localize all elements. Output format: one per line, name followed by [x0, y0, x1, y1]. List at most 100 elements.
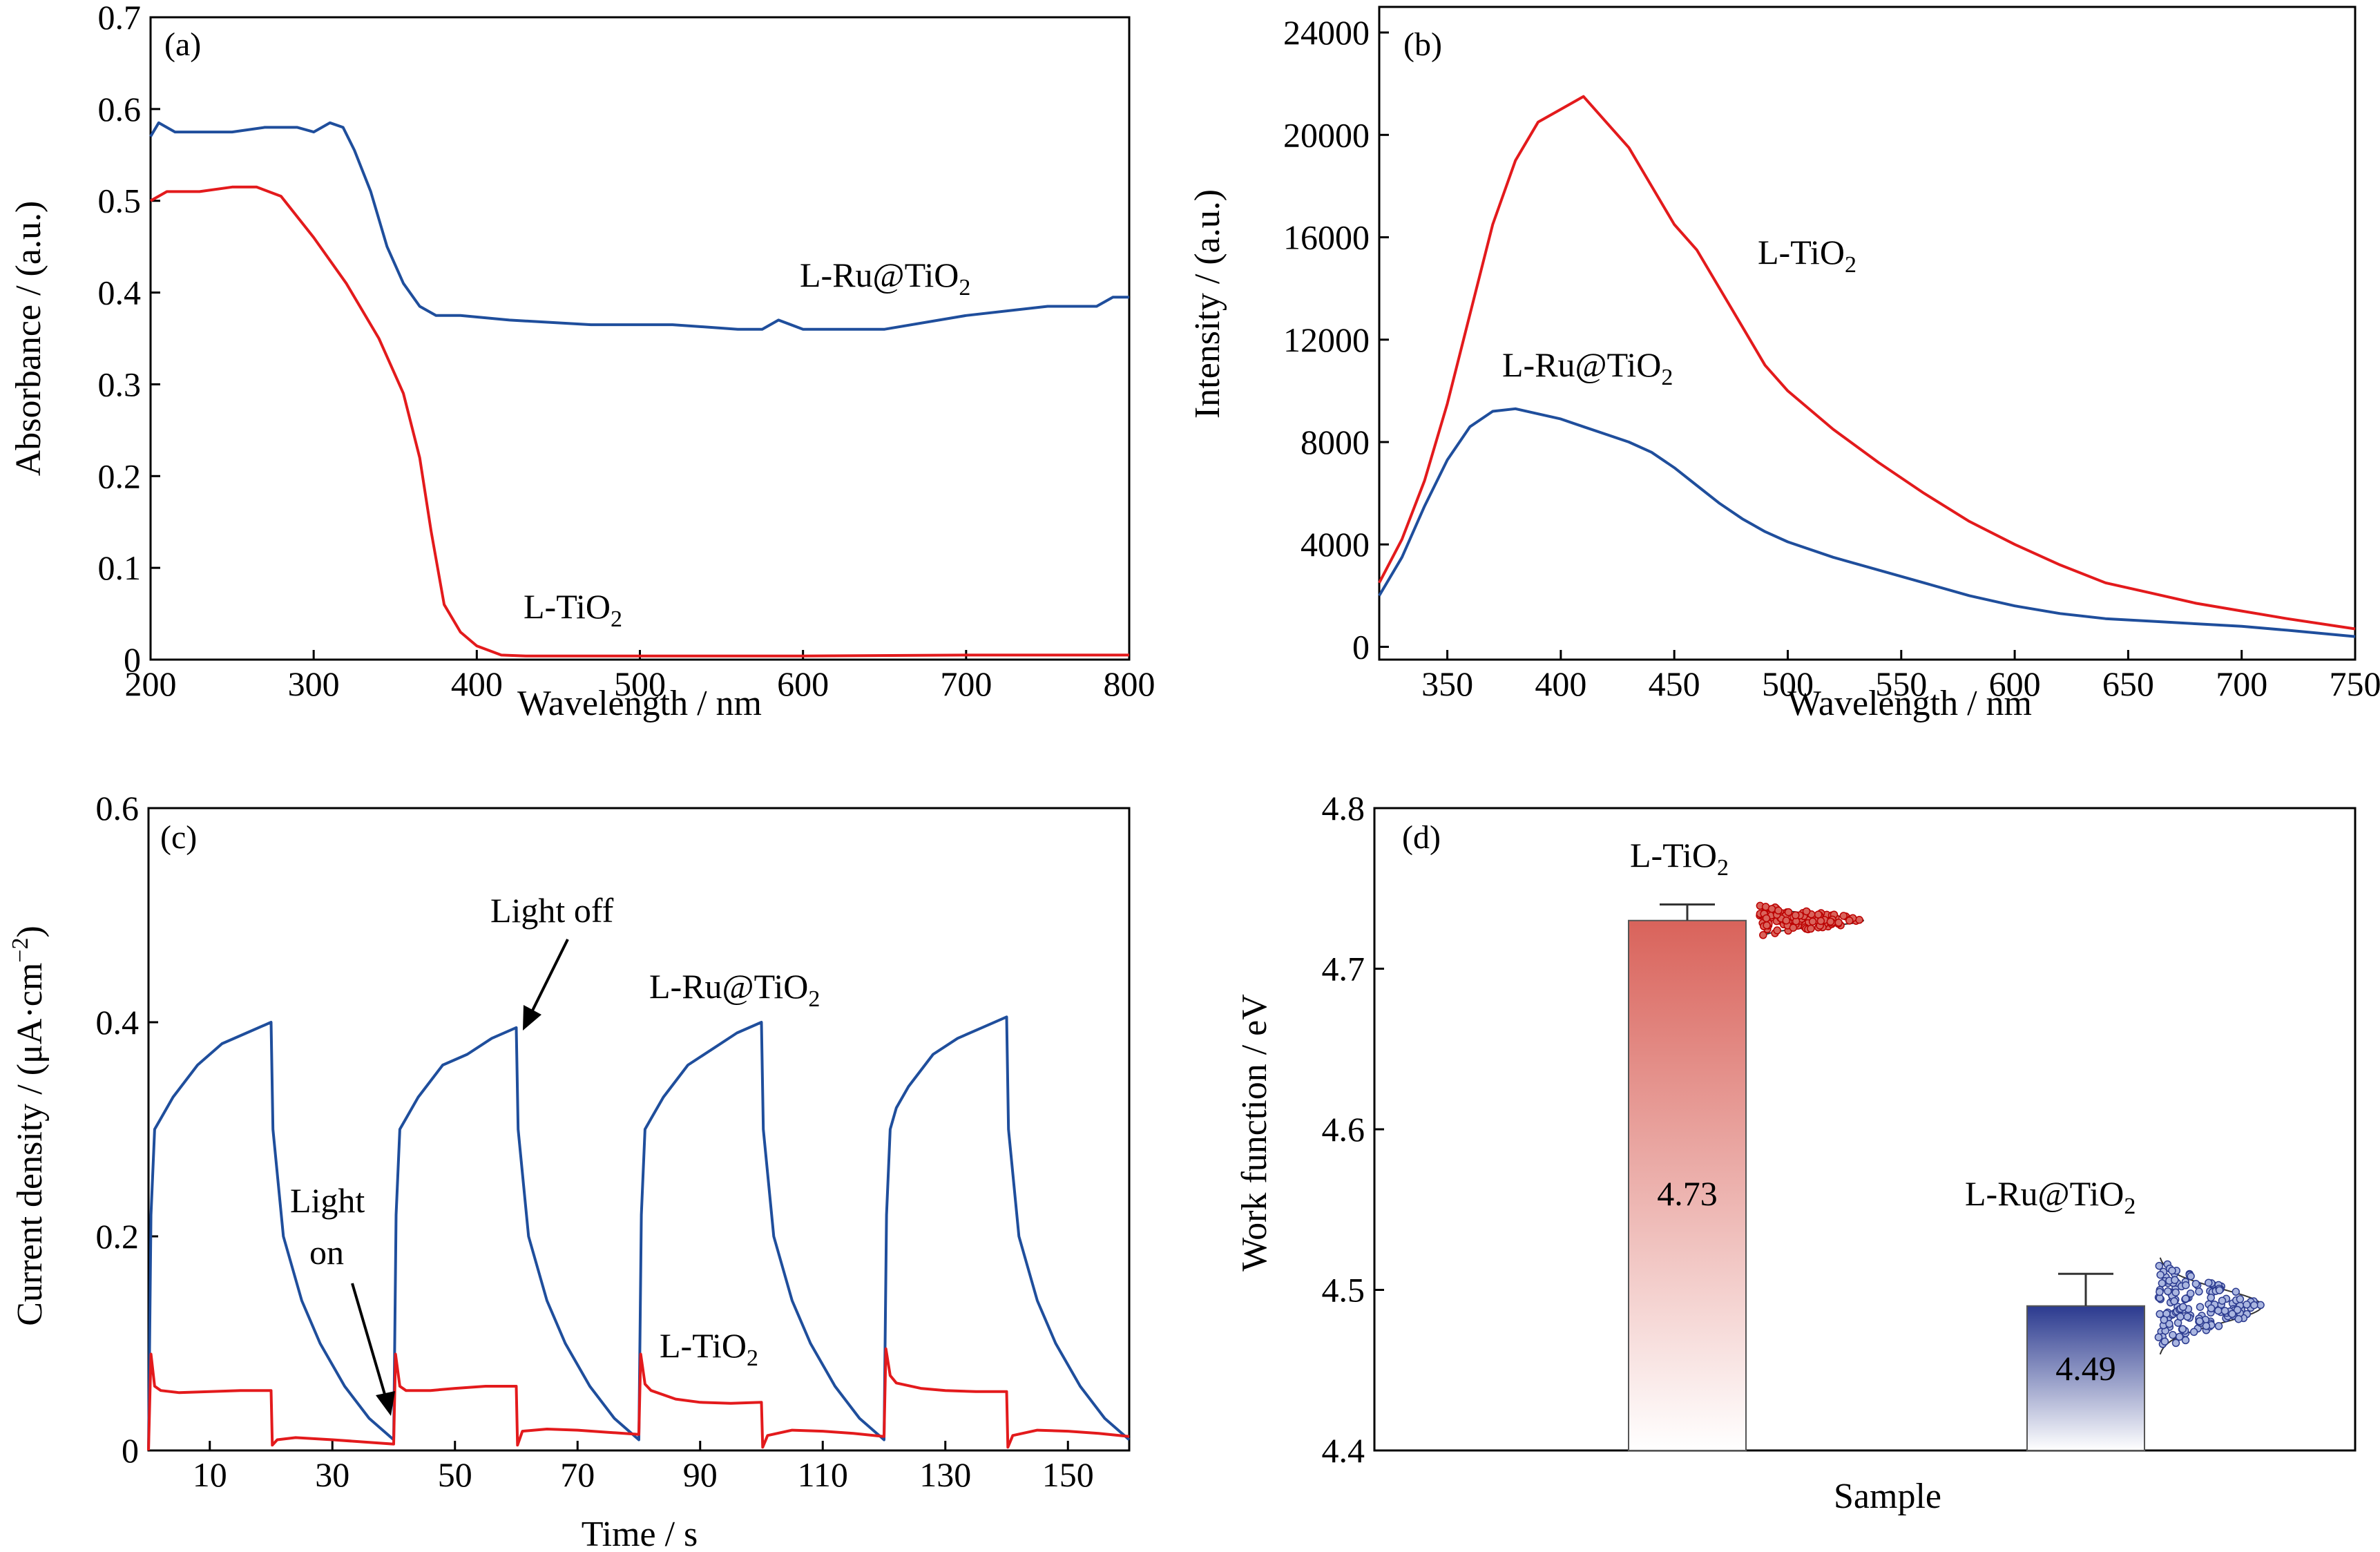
x-tick-label: 150 [1042, 1455, 1094, 1494]
panel-a-frame [149, 16, 1131, 661]
y-tick-label: 4.5 [1322, 1271, 1365, 1310]
distribution-point [2207, 1293, 2215, 1302]
panel-c-label-ru: L-Ru@TiO2 [649, 967, 820, 1012]
x-tick-label: 400 [451, 664, 503, 703]
x-tick-label: 700 [940, 664, 992, 703]
panel-d-tag: (d) [1402, 819, 1441, 856]
y-tick-label: 0.6 [96, 789, 140, 827]
series-line-l-tio2 [1378, 95, 2356, 631]
distribution-point [1808, 917, 1817, 926]
distribution-point [2202, 1322, 2211, 1330]
y-tick-label: 16000 [1283, 218, 1370, 257]
distribution-point [2214, 1306, 2223, 1315]
panel-d-frame [1373, 807, 2357, 1452]
panel-b-label-ru: L-Ru@TiO2 [1502, 345, 1673, 390]
x-tick-label: 90 [683, 1455, 718, 1494]
series-line-l-ru-tio2 [1378, 407, 2356, 638]
distribution-point [2158, 1279, 2167, 1287]
distribution-point [1839, 912, 1848, 920]
panel-d-bars: 4.73 4.49 [1628, 901, 2265, 1451]
x-tick-label: 500 [614, 664, 666, 703]
x-tick-label: 200 [125, 664, 177, 703]
y-tick-label: 0.2 [98, 457, 142, 495]
x-tick-label: 300 [288, 664, 340, 703]
y-tick-label: 0.1 [98, 548, 142, 587]
y-tick-label: 0.3 [98, 365, 142, 403]
panel-a-series [149, 121, 1129, 658]
distribution-point [2218, 1296, 2227, 1305]
distribution-point [2182, 1281, 2190, 1290]
distribution-point [1855, 916, 1863, 924]
distribution-point [2179, 1303, 2187, 1311]
x-tick-label: 30 [315, 1455, 349, 1494]
panel-a-label-ru: L-Ru@TiO2 [800, 256, 970, 300]
distribution-point [2256, 1301, 2265, 1310]
distribution-point [1784, 908, 1793, 917]
distribution-point [2207, 1304, 2216, 1313]
y-tick-label: 0.6 [98, 90, 142, 128]
panel-b-axes: 350 400 450 500 550 600 650 700 750 0 4000 8000 1200… [1283, 13, 2380, 703]
x-tick-label: 750 [2330, 664, 2380, 703]
distribution-point [1807, 924, 1815, 933]
y-tick-label: 0 [124, 640, 141, 679]
arrow-light-off [523, 939, 569, 1031]
distribution-point [1789, 923, 1798, 932]
panel-b-ylabel: Intensity / (a.u.) [1188, 189, 1227, 419]
distribution-point [1762, 914, 1771, 923]
distribution-point [2156, 1270, 2165, 1279]
distribution-point [2243, 1301, 2251, 1309]
distribution-point [2183, 1312, 2191, 1321]
series-line-l-tio2 [150, 185, 1129, 658]
panel-a: 200 300 400 500 600 700 800 0 0.1 0.2 0.3 0.4 0.5 0.6… [9, 0, 1155, 723]
panel-b-series [1378, 95, 2356, 638]
y-tick-label: 12000 [1283, 320, 1370, 359]
panel-c-xlabel: Time / s [582, 1515, 698, 1552]
distribution-point [2236, 1295, 2245, 1303]
panel-c-frame [147, 807, 1131, 1452]
panel-b-tag: (b) [1403, 26, 1442, 63]
distribution-point [2164, 1287, 2172, 1296]
panel-c-series [147, 1015, 1131, 1451]
panel-c-label-light-on-2: on [309, 1233, 344, 1272]
x-tick-label: 800 [1104, 664, 1155, 703]
x-tick-label: 50 [438, 1455, 472, 1494]
distribution-point [2178, 1325, 2187, 1333]
panel-a-axes: 200 300 400 500 600 700 800 0 0.1 0.2 0.3 0.4 0.5 0.6… [98, 0, 1155, 703]
panel-a-ylabel: Absorbance / (a.u.) [9, 201, 48, 477]
distribution-point [2196, 1317, 2204, 1325]
y-tick-label: 4.4 [1322, 1431, 1365, 1470]
distribution-point [2234, 1314, 2243, 1323]
distribution-point [1802, 907, 1811, 916]
bar-value-label: 4.73 [1657, 1174, 1718, 1213]
x-tick-label: 700 [2216, 664, 2267, 703]
x-tick-label: 600 [777, 664, 829, 703]
panel-c-label-light-on-1: Light [290, 1181, 365, 1220]
distribution-point [2171, 1276, 2179, 1284]
x-tick-label: 450 [1649, 664, 1700, 703]
y-tick-label: 4.6 [1322, 1110, 1365, 1149]
x-tick-label: 350 [1421, 664, 1473, 703]
panel-d-ylabel: Work function / eV [1235, 994, 1274, 1272]
x-tick-label: 10 [193, 1455, 227, 1494]
panel-d-xlabel: Sample [1834, 1477, 1941, 1516]
panel-b-frame [1378, 6, 2357, 661]
distribution-point [2191, 1279, 2200, 1288]
panel-d-axes: 4.4 4.5 4.6 4.7 4.8 [1322, 789, 1384, 1470]
x-tick-label: 130 [919, 1455, 971, 1494]
panel-b-label-ti: L-TiO2 [1758, 233, 1856, 278]
distribution-point [2181, 1294, 2190, 1303]
distribution-point [1834, 918, 1843, 927]
y-tick-label: 4.7 [1322, 950, 1365, 988]
distribution-point [2171, 1288, 2180, 1296]
distribution-point [2168, 1266, 2176, 1275]
x-tick-label: 650 [2102, 664, 2154, 703]
distribution-point [2205, 1278, 2213, 1287]
y-tick-label: 4000 [1301, 525, 1370, 564]
distribution-point [2250, 1301, 2258, 1310]
distribution-point [2169, 1330, 2177, 1339]
panel-d: 4.4 4.5 4.6 4.7 4.8 4.73 4.49 (d) Sample Work… [1235, 789, 2357, 1516]
x-tick-label: 600 [1989, 664, 2041, 703]
y-tick-label: 0.2 [96, 1217, 140, 1256]
distribution-point [2165, 1319, 2173, 1328]
distribution-point [1826, 917, 1835, 926]
